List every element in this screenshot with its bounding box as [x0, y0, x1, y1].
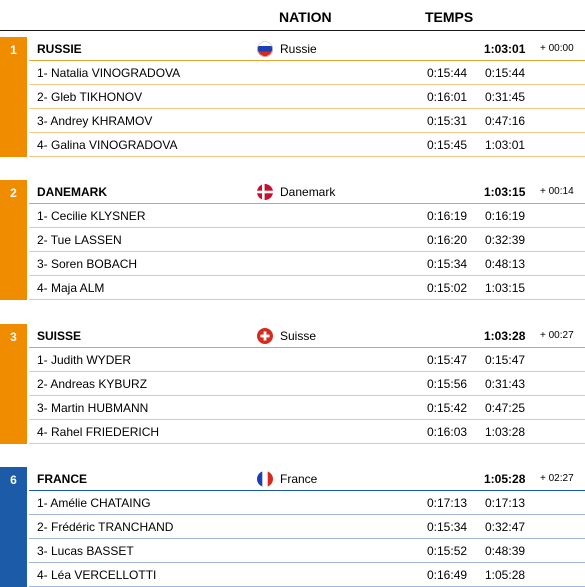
member-name: 2- Gleb TIKHONOV [37, 90, 143, 104]
team-total-time: 1:03:28 [484, 329, 526, 343]
member-leg-time: 0:16:19 [427, 209, 468, 223]
member-cumulative-time: 0:15:44 [485, 66, 526, 80]
nation-name: Russie [280, 42, 317, 56]
team-total-time: 1:03:01 [484, 42, 526, 56]
member-name: 2- Andreas KYBURZ [37, 377, 148, 391]
member-row: 4- Rahel FRIEDERICH 0:16:03 1:03:28 [29, 420, 585, 444]
team-block-france: 6 FRANCE France 1:05:28 + 02:27 1- Améli… [0, 467, 585, 587]
nation-name: Suisse [280, 329, 317, 343]
team-name: SUISSE [37, 329, 82, 343]
russia-flag-icon [257, 41, 273, 57]
team-rank-badge: 2 [0, 180, 27, 300]
member-cumulative-time: 0:31:43 [485, 377, 526, 391]
team-total-time: 1:05:28 [484, 472, 526, 486]
member-row: 1- Amélie CHATAING 0:17:13 0:17:13 [29, 491, 585, 515]
member-row: 4- Maja ALM 0:15:02 1:03:15 [29, 276, 585, 300]
member-name: 4- Maja ALM [37, 281, 105, 295]
member-leg-time: 0:15:45 [427, 138, 468, 152]
denmark-flag-icon [257, 184, 273, 200]
member-cumulative-time: 1:03:28 [485, 425, 526, 439]
member-name: 2- Frédéric TRANCHAND [37, 520, 174, 534]
member-row: 2- Andreas KYBURZ 0:15:56 0:31:43 [29, 372, 585, 396]
member-name: 4- Rahel FRIEDERICH [37, 425, 160, 439]
team-name: DANEMARK [37, 185, 107, 199]
member-row: 2- Tue LASSEN 0:16:20 0:32:39 [29, 228, 585, 252]
member-row: 4- Galina VINOGRADOVA 0:15:45 1:03:01 [29, 133, 585, 157]
member-row: 3- Martin HUBMANN 0:15:42 0:47:25 [29, 396, 585, 420]
member-name: 2- Tue LASSEN [37, 233, 122, 247]
member-name: 3- Lucas BASSET [37, 544, 134, 558]
member-cumulative-time: 0:48:13 [485, 257, 526, 271]
member-name: 3- Soren BOBACH [37, 257, 138, 271]
team-rank-badge: 3 [0, 324, 27, 444]
team-time-gap: + 00:14 [540, 186, 574, 197]
team-block-switzerland: 3 SUISSE Suisse 1:03:28 + 00:27 1- Judit… [0, 324, 585, 444]
member-leg-time: 0:15:56 [427, 377, 468, 391]
member-leg-time: 0:17:13 [427, 496, 468, 510]
member-leg-time: 0:15:47 [427, 353, 468, 367]
team-rank-badge: 1 [0, 37, 27, 157]
member-cumulative-time: 0:16:19 [485, 209, 526, 223]
member-cumulative-time: 1:03:01 [485, 138, 526, 152]
team-time-gap: + 00:00 [540, 43, 574, 54]
nation-name: Danemark [280, 185, 336, 199]
team-name: FRANCE [37, 472, 87, 486]
member-name: 1- Natalia VINOGRADOVA [37, 66, 181, 80]
member-row: 3- Soren BOBACH 0:15:34 0:48:13 [29, 252, 585, 276]
member-leg-time: 0:15:52 [427, 544, 468, 558]
time-column-header: TEMPS [425, 9, 474, 25]
team-block-russia: 1 RUSSIE Russie 1:03:01 + 00:00 1- Natal… [0, 37, 585, 157]
member-name: 4- Léa VERCELLOTTI [37, 568, 157, 582]
team-time-gap: + 02:27 [540, 473, 574, 484]
member-leg-time: 0:16:01 [427, 90, 468, 104]
team-row: SUISSE Suisse 1:03:28 + 00:27 [29, 324, 585, 348]
team-row: RUSSIE Russie 1:03:01 + 00:00 [29, 37, 585, 61]
member-row: 1- Judith WYDER 0:15:47 0:15:47 [29, 348, 585, 372]
member-cumulative-time: 0:32:39 [485, 233, 526, 247]
team-row: DANEMARK Danemark 1:03:15 + 00:14 [29, 180, 585, 204]
member-row: 4- Léa VERCELLOTTI 0:16:49 1:05:28 [29, 563, 585, 587]
member-name: 1- Cecilie KLYSNER [37, 209, 146, 223]
member-cumulative-time: 0:47:25 [485, 401, 526, 415]
member-name: 1- Amélie CHATAING [37, 496, 151, 510]
team-row: FRANCE France 1:05:28 + 02:27 [29, 467, 585, 491]
member-name: 3- Andrey KHRAMOV [37, 114, 153, 128]
member-leg-time: 0:16:20 [427, 233, 468, 247]
team-time-gap: + 00:27 [540, 330, 574, 341]
nation-name: France [280, 472, 318, 486]
member-leg-time: 0:15:34 [427, 257, 468, 271]
member-leg-time: 0:16:49 [427, 568, 468, 582]
switzerland-flag-icon [257, 328, 273, 344]
team-name: RUSSIE [37, 42, 82, 56]
member-name: 3- Martin HUBMANN [37, 401, 149, 415]
member-cumulative-time: 1:05:28 [485, 568, 526, 582]
nation-column-header: NATION [279, 9, 332, 25]
member-name: 4- Galina VINOGRADOVA [37, 138, 178, 152]
member-leg-time: 0:15:42 [427, 401, 468, 415]
member-cumulative-time: 0:15:47 [485, 353, 526, 367]
member-row: 1- Cecilie KLYSNER 0:16:19 0:16:19 [29, 204, 585, 228]
member-leg-time: 0:16:03 [427, 425, 468, 439]
team-rank-badge: 6 [0, 467, 27, 587]
member-cumulative-time: 0:17:13 [485, 496, 526, 510]
member-leg-time: 0:15:31 [427, 114, 468, 128]
team-block-denmark: 2 DANEMARK Danemark 1:03:15 + 00:14 1- C… [0, 180, 585, 300]
member-leg-time: 0:15:44 [427, 66, 468, 80]
member-leg-time: 0:15:34 [427, 520, 468, 534]
member-row: 3- Lucas BASSET 0:15:52 0:48:39 [29, 539, 585, 563]
member-row: 3- Andrey KHRAMOV 0:15:31 0:47:16 [29, 109, 585, 133]
member-row: 1- Natalia VINOGRADOVA 0:15:44 0:15:44 [29, 61, 585, 85]
team-total-time: 1:03:15 [484, 185, 526, 199]
member-cumulative-time: 1:03:15 [485, 281, 526, 295]
member-cumulative-time: 0:48:39 [485, 544, 526, 558]
member-cumulative-time: 0:32:47 [485, 520, 526, 534]
member-cumulative-time: 0:47:16 [485, 114, 526, 128]
member-row: 2- Gleb TIKHONOV 0:16:01 0:31:45 [29, 85, 585, 109]
member-name: 1- Judith WYDER [37, 353, 132, 367]
france-flag-icon [257, 471, 273, 487]
member-row: 2- Frédéric TRANCHAND 0:15:34 0:32:47 [29, 515, 585, 539]
results-header: NATION TEMPS [0, 0, 585, 31]
member-leg-time: 0:15:02 [427, 281, 468, 295]
member-cumulative-time: 0:31:45 [485, 90, 526, 104]
